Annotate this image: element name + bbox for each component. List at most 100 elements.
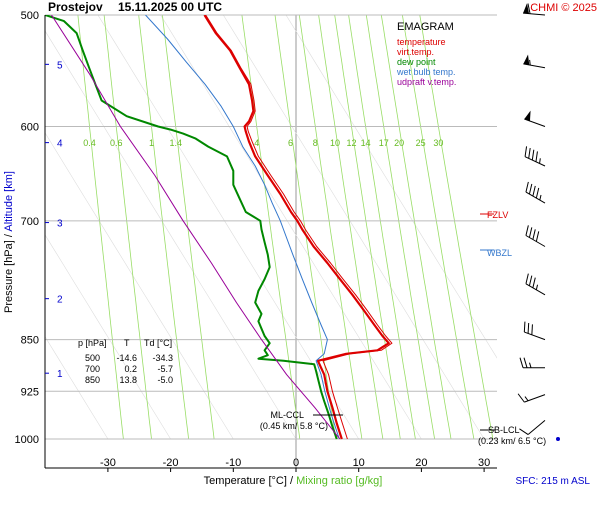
table-header-p: p [hPa] (78, 338, 107, 348)
x-tick-label: 10 (353, 457, 365, 469)
x-axis-label: Temperature [°C] / Mixing ratio [g/kg] (204, 475, 383, 487)
wind-barb-staff (524, 118, 546, 127)
table-cell: 850 (85, 375, 100, 385)
wind-barb-flag (535, 151, 538, 162)
svg-text:Pressure [hPa] / Altitude [km]: Pressure [hPa] / Altitude [km] (3, 171, 15, 313)
mixing-ratio-line (318, 15, 384, 440)
wind-barb (517, 393, 546, 403)
table-cell: 13.8 (119, 375, 137, 385)
mixing-ratio-line (402, 15, 475, 440)
mixing-ratio-label: 12 (346, 138, 356, 148)
mixing-ratio-label: 4 (254, 138, 259, 148)
level-markers: FZLV WBZL ML-CCL (0.45 km/ 5.8 °C) SB-LC… (260, 210, 546, 446)
pressure-tick-label: 1000 (15, 434, 39, 446)
wind-barb (525, 273, 546, 296)
slant-guide-line (285, 15, 497, 359)
wind-barb-flag (531, 149, 535, 161)
wind-barb-flag (527, 322, 530, 334)
table-header-td: Td [°C] (144, 338, 172, 348)
wind-barb-half-flag (539, 194, 542, 201)
altitude-tick-label: 3 (57, 219, 63, 230)
wind-barb-flag (531, 324, 533, 335)
mixing-ratio-line (77, 15, 124, 440)
wind-barb (524, 146, 546, 167)
wind-barb (519, 357, 545, 369)
sounding-datetime: 15.11.2025 00 UTC (118, 0, 222, 14)
sb-lcl-info: (0.23 km/ 6.5 °C) (478, 436, 546, 446)
legend-dew-point: dew point (397, 57, 436, 67)
x-tick-label: -10 (225, 457, 241, 469)
altitude-tick-label: 4 (57, 139, 63, 150)
wind-barb-pennant (523, 54, 530, 65)
xlabel-mixing: Mixing ratio [g/kg] (296, 475, 382, 487)
table-cell: -5.0 (157, 375, 173, 385)
table-cell: 0.2 (124, 364, 137, 374)
ylabel-pressure: Pressure [hPa] (3, 240, 15, 313)
legend-virt-temp: virt.temp. (397, 47, 434, 57)
legend-title: EMAGRAM (397, 21, 454, 33)
mixing-ratio-line (274, 15, 336, 440)
copyright: CHMI © 2025 (530, 2, 597, 14)
mixing-ratio-label: 14 (361, 138, 371, 148)
mixing-ratio-line (419, 15, 494, 440)
wind-barb-flag (528, 147, 531, 159)
slant-guide-line (160, 15, 422, 440)
mixing-ratio-line (348, 15, 416, 440)
wind-barb-flag (528, 275, 533, 286)
x-tick-label: -20 (163, 457, 179, 469)
altitude-tick-label: 5 (57, 60, 63, 71)
table-cell: 700 (85, 364, 100, 374)
wind-barb-flag (532, 185, 536, 197)
mixing-ratio-label: 8 (313, 138, 318, 148)
wind-barb-flag (528, 183, 533, 195)
wind-barb (525, 181, 546, 204)
wind-barb-flag (535, 187, 540, 199)
wind-barb-flag (535, 231, 540, 242)
mixing-ratio-label: 0.4 (83, 138, 96, 148)
legend-temperature: temperature (397, 37, 446, 47)
mixing-ratio-line (138, 15, 189, 440)
wind-barb-staff (523, 63, 546, 69)
mixing-ratio-line (241, 15, 301, 440)
wind-barb-pennant (524, 110, 531, 122)
pressure-tick-label: 925 (21, 386, 39, 398)
mixing-ratio-label: 25 (416, 138, 426, 148)
wind-barb-flag (519, 357, 524, 368)
x-tick-label: 20 (415, 457, 427, 469)
legend: EMAGRAM temperature virt.temp. dew point… (396, 21, 456, 87)
table-cell: -34.3 (152, 353, 173, 363)
wind-barb-flag (532, 229, 536, 240)
altitude-tick-label: 1 (57, 369, 63, 380)
slant-guide-line (223, 15, 485, 440)
table-cell: -5.7 (157, 364, 173, 374)
slant-guide-line (45, 132, 234, 440)
legend-updraft: udpraft v.temp. (397, 77, 456, 87)
ylabel-sep: / (3, 233, 15, 237)
slant-guide-line (45, 234, 171, 440)
slant-guide-line (45, 336, 109, 440)
mixing-ratio-line (334, 15, 401, 440)
table-header-t: T (124, 338, 130, 348)
mixing-ratio-line (298, 15, 363, 440)
legend-wet-bulb: wet bulb temp. (396, 67, 456, 77)
wind-barb-flag (519, 428, 529, 435)
level-table: p [hPa] T Td [°C] 500 -14.6 -34.3 700 0.… (78, 338, 173, 385)
wind-barb-half-flag (529, 362, 532, 368)
surface-wind-dot (556, 437, 560, 441)
wind-barb-half-flag (539, 158, 541, 164)
mixing-ratio-line (380, 15, 452, 440)
series-virt-temp (205, 15, 393, 440)
wind-barb-flag (524, 146, 528, 157)
wind-barb-staff (527, 420, 546, 435)
x-tick-label: 0 (293, 457, 299, 469)
mixing-ratio-line (162, 15, 215, 440)
wind-barb-half-flag (535, 284, 539, 290)
series-dew-point (45, 15, 338, 440)
x-tick-label: 30 (478, 457, 490, 469)
wind-barb-flag (525, 181, 529, 193)
mixing-ratio-label: 20 (394, 138, 404, 148)
table-cell: 500 (85, 353, 100, 363)
slant-guide-line (45, 30, 297, 440)
